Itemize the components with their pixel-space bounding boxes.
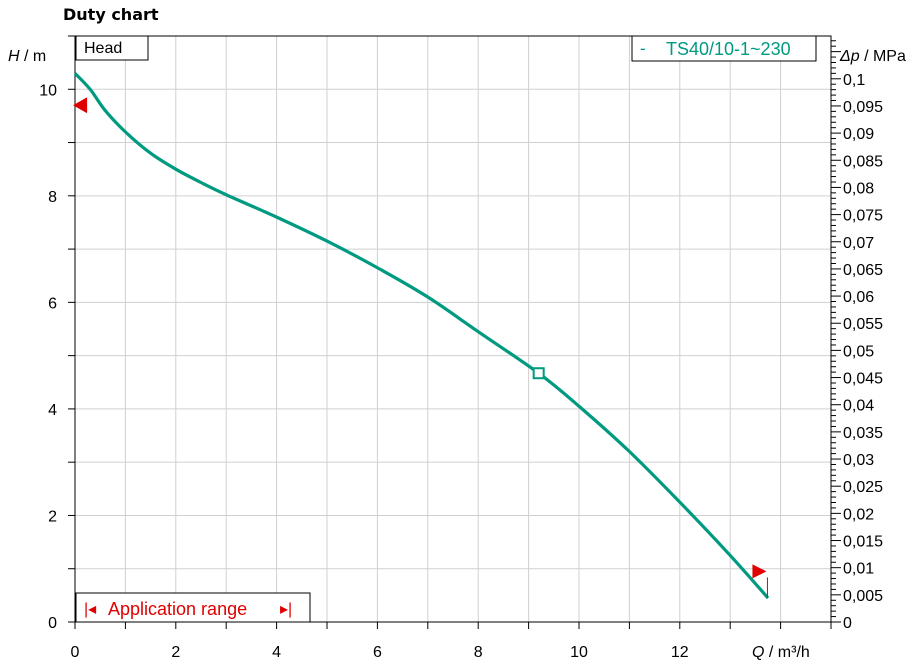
left-axis-tick-label: 2 bbox=[48, 508, 57, 525]
right-axis-tick-label: 0,01 bbox=[843, 561, 874, 578]
axis-unit: / m³/h bbox=[764, 644, 809, 661]
y-right-axis-label: Δp / MPa bbox=[839, 48, 906, 65]
x-axis-tick-label: 2 bbox=[171, 644, 180, 661]
axis-unit: / MPa bbox=[860, 48, 906, 65]
x-axis-tick-label: 12 bbox=[671, 644, 689, 661]
right-axis-tick-label: 0,02 bbox=[843, 506, 874, 523]
page-title: Duty chart bbox=[63, 5, 159, 24]
x-axis-label: Q / m³/h bbox=[752, 644, 810, 661]
right-axis-tick-label: 0,035 bbox=[843, 425, 883, 442]
right-axis-tick-label: 0,095 bbox=[843, 99, 883, 116]
right-axis-tick-label: 0,08 bbox=[843, 180, 874, 197]
right-axis-tick-label: 0,04 bbox=[843, 398, 874, 415]
x-axis-tick-label: 6 bbox=[373, 644, 382, 661]
application-range-end-arrow bbox=[752, 564, 767, 579]
x-axis-tick-label: 8 bbox=[474, 644, 483, 661]
right-axis-tick-label: 0,025 bbox=[843, 479, 883, 496]
right-axis-tick-label: 0,1 bbox=[843, 72, 865, 89]
left-axis-tick-label: 8 bbox=[48, 189, 57, 206]
right-axis-tick-label: 0 bbox=[843, 615, 852, 632]
axis-symbol: Δp bbox=[839, 48, 860, 65]
head-label-box: Head bbox=[75, 35, 149, 61]
right-axis-tick-label: 0,015 bbox=[843, 534, 883, 551]
duty-point-marker bbox=[532, 367, 545, 380]
right-axis-tick-label: 0,085 bbox=[843, 153, 883, 170]
application-range-label: Application range bbox=[108, 599, 247, 619]
right-axis-tick-label: 0,03 bbox=[843, 452, 874, 469]
right-axis-tick-label: 0,075 bbox=[843, 208, 883, 225]
x-axis-tick-label: 0 bbox=[71, 644, 80, 661]
right-axis-tick-label: 0,045 bbox=[843, 371, 883, 388]
legend-label: TS40/10-1~230 bbox=[666, 39, 791, 59]
right-axis-tick-label: 0,005 bbox=[843, 588, 883, 605]
head-label: Head bbox=[84, 40, 122, 57]
application-range-start-marker: |◂ bbox=[84, 601, 96, 618]
x-axis-tick-label: 4 bbox=[272, 644, 281, 661]
left-axis-ticks: 0 2 4 6 8 10 bbox=[39, 35, 75, 632]
left-axis-tick-label: 4 bbox=[48, 402, 57, 419]
right-axis-tick-label: 0,05 bbox=[843, 343, 874, 360]
left-axis-tick-label: 0 bbox=[48, 615, 57, 632]
legend-marker: - bbox=[640, 39, 646, 58]
y-left-axis-label: H / m bbox=[8, 48, 46, 65]
series-line bbox=[73, 72, 770, 600]
x-axis-ticks: 0 2 4 6 8 10 12 bbox=[71, 622, 832, 661]
axis-symbol: H bbox=[8, 48, 20, 65]
plot-area-frame bbox=[74, 35, 832, 623]
application-range-box: |◂ Application range ▸| bbox=[75, 592, 311, 623]
left-axis-tick-label: 6 bbox=[48, 295, 57, 312]
right-axis-tick-label: 0,09 bbox=[843, 126, 874, 143]
right-axis-tick-label: 0,06 bbox=[843, 289, 874, 306]
x-axis-tick-label: 10 bbox=[570, 644, 588, 661]
right-axis-tick-label: 0,055 bbox=[843, 316, 883, 333]
left-axis-tick-label: 10 bbox=[39, 82, 57, 99]
axis-unit: / m bbox=[20, 48, 47, 65]
right-axis-tick-label: 0,07 bbox=[843, 235, 874, 252]
right-axis-ticks: 0 0,005 0,01 0,015 0,02 0,025 0,03 0,035 0,04 0,0… bbox=[831, 40, 883, 632]
grid-lines bbox=[75, 36, 831, 622]
application-range-end-marker: ▸| bbox=[280, 601, 292, 618]
right-axis-tick-label: 0,065 bbox=[843, 262, 883, 279]
legend: - TS40/10-1~230 bbox=[631, 35, 817, 62]
curve-layer bbox=[73, 72, 770, 600]
axis-symbol: Q bbox=[752, 644, 764, 661]
application-range-start-arrow bbox=[73, 97, 88, 114]
